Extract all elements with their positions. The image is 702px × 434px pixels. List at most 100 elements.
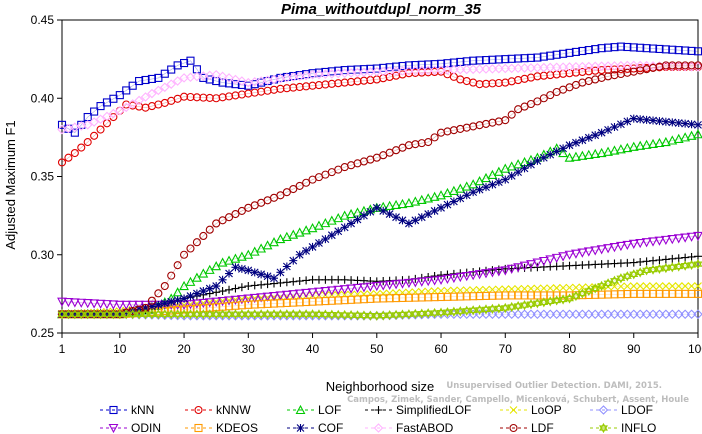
marker-knn bbox=[636, 43, 645, 52]
marker-knnw bbox=[192, 93, 201, 102]
marker-odin bbox=[82, 299, 93, 309]
marker-inflo bbox=[218, 309, 228, 320]
legend-label-simplifiedlof: SimplifiedLOF bbox=[396, 403, 471, 417]
marker-loop bbox=[642, 282, 651, 290]
marker-odin bbox=[474, 270, 485, 280]
marker-ldof bbox=[648, 309, 658, 319]
series-knnw bbox=[57, 62, 702, 167]
marker-cof bbox=[366, 207, 375, 216]
marker-ldf bbox=[687, 61, 696, 70]
marker-knn bbox=[135, 76, 144, 86]
marker-odin bbox=[102, 300, 112, 310]
marker-fastabod bbox=[115, 105, 125, 116]
marker-fastabod bbox=[160, 82, 170, 93]
marker-inflo bbox=[404, 309, 414, 320]
marker-inflo bbox=[173, 309, 183, 320]
legend-item-inflo: INFLO bbox=[590, 421, 656, 434]
marker-lof bbox=[628, 141, 639, 151]
marker-kdeos bbox=[456, 292, 465, 301]
marker-cof bbox=[687, 120, 696, 129]
marker-odin bbox=[95, 299, 106, 309]
marker-fastabod bbox=[603, 61, 613, 71]
series-line-knn bbox=[61, 46, 699, 134]
legend-marker-inflo bbox=[599, 422, 608, 434]
marker-fastabod bbox=[481, 64, 491, 74]
marker-inflo bbox=[205, 309, 215, 320]
marker-lof bbox=[468, 179, 479, 189]
marker-kdeos bbox=[481, 291, 491, 300]
marker-ldf bbox=[173, 261, 182, 270]
marker-knn bbox=[655, 44, 664, 54]
marker-cof bbox=[314, 239, 323, 248]
marker-simplifiedlof bbox=[282, 278, 291, 287]
x-tick-label: 40 bbox=[306, 342, 320, 356]
marker-ldf bbox=[539, 94, 548, 103]
marker-inflo bbox=[231, 309, 240, 320]
marker-inflo bbox=[629, 269, 639, 280]
marker-cof bbox=[475, 185, 484, 194]
marker-lof bbox=[346, 208, 357, 219]
marker-cof bbox=[225, 269, 234, 278]
marker-fastabod bbox=[166, 79, 176, 89]
marker-odin bbox=[622, 240, 633, 251]
marker-loop bbox=[180, 300, 188, 309]
marker-cof bbox=[141, 303, 150, 312]
marker-knn bbox=[417, 60, 426, 69]
marker-knnw bbox=[481, 79, 491, 88]
marker-kdeos bbox=[488, 291, 497, 300]
marker-lof bbox=[648, 138, 658, 148]
marker-knnw bbox=[180, 92, 189, 101]
marker-inflo bbox=[462, 305, 472, 316]
marker-inflo bbox=[648, 264, 658, 275]
marker-inflo bbox=[655, 263, 664, 274]
marker-lof bbox=[583, 149, 594, 159]
marker-knn bbox=[591, 45, 600, 54]
marker-ldof bbox=[635, 309, 645, 319]
marker-kdeos bbox=[411, 293, 420, 302]
marker-cof bbox=[629, 114, 638, 123]
marker-lof bbox=[506, 161, 517, 171]
marker-fastabod bbox=[487, 64, 498, 74]
marker-knn bbox=[610, 43, 619, 52]
marker-kdeos bbox=[276, 299, 285, 308]
marker-odin bbox=[551, 253, 562, 264]
marker-kdeos bbox=[250, 300, 259, 309]
marker-inflo bbox=[513, 300, 523, 312]
marker-loop bbox=[661, 282, 670, 290]
marker-cof bbox=[488, 180, 497, 189]
marker-loop bbox=[353, 290, 362, 299]
marker-simplifiedlof bbox=[237, 283, 246, 292]
marker-cof bbox=[449, 197, 458, 206]
marker-cof bbox=[282, 262, 291, 271]
marker-ldof bbox=[686, 309, 697, 319]
marker-lof bbox=[590, 148, 601, 159]
marker-knn bbox=[70, 128, 79, 137]
marker-odin bbox=[230, 295, 241, 305]
marker-odin bbox=[513, 263, 524, 273]
marker-inflo bbox=[160, 309, 170, 320]
marker-fastabod bbox=[397, 66, 408, 76]
marker-odin bbox=[571, 249, 581, 259]
marker-fastabod bbox=[616, 60, 626, 71]
marker-odin bbox=[326, 286, 337, 296]
marker-fastabod bbox=[564, 62, 575, 72]
marker-fastabod bbox=[449, 64, 459, 75]
marker-fastabod bbox=[571, 62, 581, 72]
marker-cof bbox=[571, 138, 580, 147]
marker-knn bbox=[154, 73, 163, 82]
marker-odin bbox=[185, 300, 196, 310]
marker-fastabod bbox=[577, 61, 588, 72]
marker-odin bbox=[378, 281, 389, 291]
marker-ldf bbox=[141, 303, 150, 313]
marker-ldof bbox=[500, 309, 511, 319]
marker-inflo bbox=[256, 309, 266, 320]
marker-cof bbox=[83, 310, 92, 319]
marker-cof bbox=[430, 206, 439, 215]
marker-inflo bbox=[333, 309, 343, 320]
marker-kdeos bbox=[180, 305, 189, 314]
marker-cof bbox=[205, 284, 214, 293]
marker-kdeos bbox=[237, 301, 246, 310]
marker-fastabod bbox=[372, 66, 382, 77]
marker-odin bbox=[493, 267, 504, 277]
marker-simplifiedlof bbox=[694, 252, 702, 261]
